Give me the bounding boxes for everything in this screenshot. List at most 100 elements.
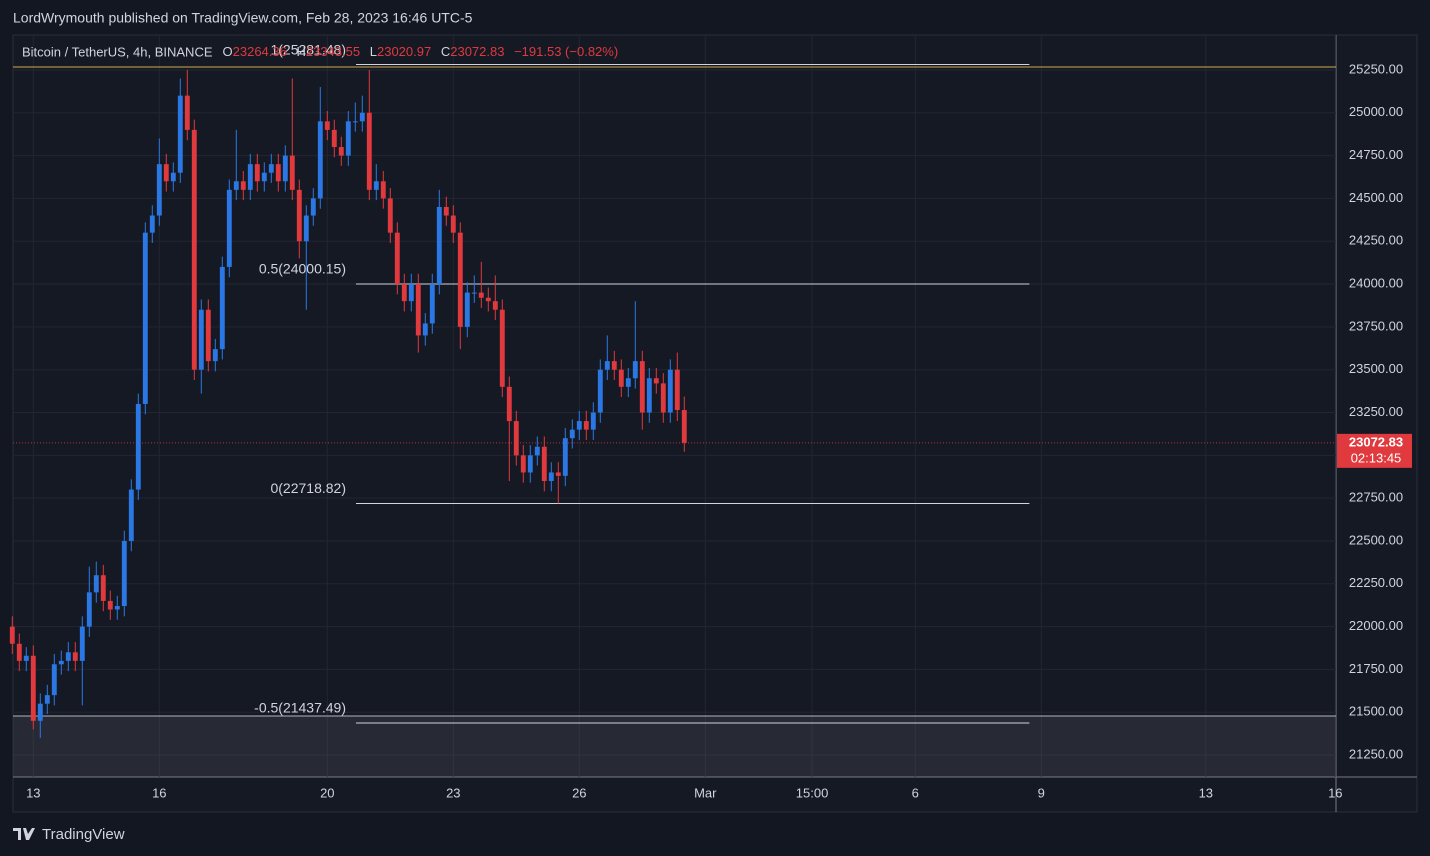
x-tick-label: 13: [26, 785, 40, 800]
candle-body: [576, 421, 582, 430]
candle-body: [653, 378, 659, 384]
candle-body: [674, 369, 680, 411]
y-tick-label: 22000.00: [1349, 618, 1403, 633]
x-tick-label: 20: [320, 785, 334, 800]
candle-body: [247, 164, 253, 190]
candle-body: [583, 421, 589, 430]
candle-body: [548, 472, 554, 482]
candle-body: [604, 361, 610, 370]
candle-body: [51, 664, 57, 696]
candle-body: [569, 429, 575, 439]
candle-body: [23, 655, 29, 661]
ohlc: O23264.36 H23343.55 L23020.97 C23072.83 …: [223, 44, 619, 59]
x-tick-label: 16: [152, 785, 166, 800]
o-label: O: [223, 44, 233, 59]
candle-body: [527, 455, 533, 473]
candle-body: [464, 292, 470, 327]
candle-body: [107, 600, 113, 610]
candle-body: [100, 575, 106, 601]
candle-body: [310, 198, 316, 216]
candle-body: [128, 489, 134, 541]
candle-body: [121, 540, 127, 607]
x-tick-label: 6: [912, 785, 919, 800]
candle-body: [436, 206, 442, 285]
x-tick-label: Mar: [694, 785, 717, 800]
l-label: L: [370, 44, 377, 59]
candle-body: [9, 626, 15, 644]
candle-body: [667, 369, 673, 413]
x-tick-label: 15:00: [796, 785, 829, 800]
candle-body: [156, 164, 162, 216]
candle-body: [352, 121, 358, 123]
candle-body: [366, 112, 372, 190]
candle-body: [303, 215, 309, 242]
symbol: Bitcoin / TetherUS, 4h, BINANCE: [22, 44, 213, 59]
low: 23020.97: [377, 44, 431, 59]
marks: 1(25281.48) 0.5(24000.15) 0(22718.82) -0.5(…: [9, 41, 1336, 777]
y-tick-label: 24000.00: [1349, 275, 1403, 290]
h-label: H: [297, 44, 306, 59]
candle-body: [562, 438, 568, 476]
fib-label: 0(22718.82): [270, 480, 346, 496]
candle-body: [485, 297, 491, 302]
candle-body: [506, 386, 512, 422]
candle-body: [590, 412, 596, 430]
candle-body: [373, 181, 379, 190]
candle-body: [429, 284, 435, 324]
candle-body: [233, 181, 239, 190]
candle-body: [394, 232, 400, 285]
candle-body: [681, 410, 687, 443]
candle-body: [268, 164, 274, 173]
candle-body: [359, 112, 365, 122]
candle-body: [639, 361, 645, 413]
candle-body: [478, 292, 484, 298]
candle-body: [618, 369, 624, 387]
candle-body: [261, 172, 267, 182]
candle-body: [58, 660, 64, 665]
price-label-box: [1337, 433, 1412, 468]
candle-body: [226, 189, 232, 267]
candle-body: [37, 703, 43, 721]
candle-body: [296, 189, 302, 242]
candle-body: [520, 455, 526, 473]
publisher: LordWrymouth published on TradingView.co…: [13, 10, 473, 26]
candle-body: [324, 121, 330, 130]
fib-label: -0.5(21437.49): [254, 700, 346, 716]
brand: TradingView: [13, 826, 125, 843]
candle-body: [499, 309, 505, 387]
candle-body: [114, 606, 120, 610]
candle-body: [345, 121, 351, 156]
x-tick-label: 26: [572, 785, 586, 800]
candle-body: [443, 206, 449, 216]
candle-body: [177, 95, 183, 173]
candle-body: [387, 198, 393, 233]
y-tick-label: 23500.00: [1349, 361, 1403, 376]
candle-body: [282, 155, 288, 182]
candle-body: [422, 323, 428, 336]
x-tick-label: 16: [1328, 785, 1342, 800]
y-tick-label: 23750.00: [1349, 318, 1403, 333]
fib-label: 1(25281.48): [270, 41, 346, 57]
candle-body: [513, 421, 519, 456]
x-tick-label: 13: [1199, 785, 1213, 800]
fib-label: 0.5(24000.15): [259, 261, 346, 277]
y-tick-label: 21250.00: [1349, 747, 1403, 762]
candle-body: [611, 361, 617, 370]
candle-body: [275, 164, 281, 182]
candle-body: [149, 215, 155, 233]
chart-panel: [12, 34, 1418, 813]
y-tick-label: 21750.00: [1349, 661, 1403, 676]
candle-body: [205, 309, 211, 362]
y-tick-label: 24250.00: [1349, 233, 1403, 248]
logo: [13, 828, 35, 840]
x-tick-label: 9: [1038, 785, 1045, 800]
y-tick-label: 25000.00: [1349, 104, 1403, 119]
candle-body: [142, 232, 148, 404]
candle-body: [79, 626, 85, 661]
y-tick-label: 22500.00: [1349, 532, 1403, 547]
candle-body: [30, 655, 36, 721]
candle-body: [457, 232, 463, 327]
candle-body: [632, 361, 638, 379]
